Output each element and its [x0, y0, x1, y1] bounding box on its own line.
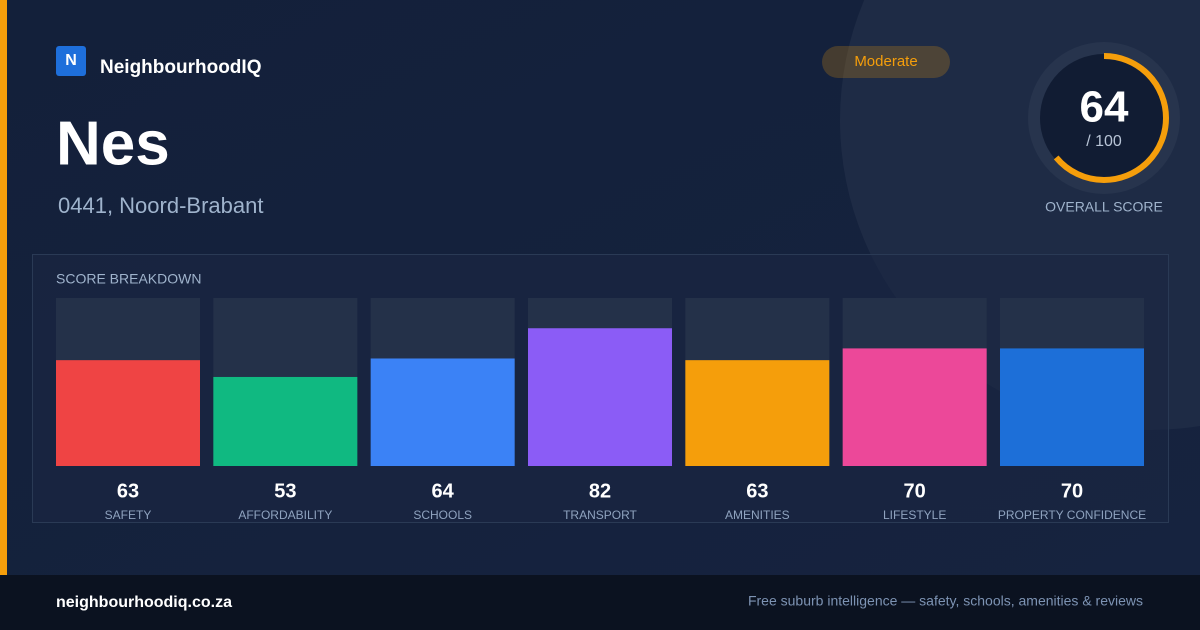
bar-value: 82: [589, 480, 611, 502]
bar: [1000, 348, 1144, 466]
bar-label: AMENITIES: [725, 508, 790, 522]
logo: [56, 46, 86, 76]
bar-label: PROPERTY CONFIDENCE: [998, 508, 1146, 522]
accent-stripe: [0, 0, 7, 575]
brand-name: NeighbourhoodIQ: [100, 57, 261, 78]
bar: [213, 376, 358, 466]
footer-tagline: Free suburb intelligence — safety, schoo…: [748, 593, 1143, 609]
badge: [822, 46, 950, 78]
bar: [842, 348, 987, 466]
bar: [528, 328, 672, 466]
bar-value: 53: [274, 480, 296, 502]
score-label: OVERALL SCORE: [1045, 199, 1163, 215]
bar-label: LIFESTYLE: [883, 508, 946, 522]
score-ring-inner: [1040, 54, 1168, 182]
bar-label: AFFORDABILITY: [238, 508, 332, 522]
bar-value: 70: [904, 480, 926, 502]
score-value: 64: [1080, 83, 1129, 132]
bar-value: 70: [1061, 480, 1083, 502]
score-ring: [1039, 53, 1169, 183]
bar-value: 63: [117, 480, 139, 502]
bar-label: TRANSPORT: [563, 508, 637, 522]
badge-text: Moderate: [854, 53, 917, 70]
breakdown-title: SCORE BREAKDOWN: [56, 271, 201, 287]
place-name: Nes: [56, 109, 170, 178]
footer-bar: [0, 575, 1200, 630]
bar: [685, 360, 830, 466]
bar: [56, 360, 200, 466]
place-subtitle: 0441, Noord-Brabant: [58, 193, 263, 218]
score-out-of: / 100: [1086, 133, 1122, 150]
bar: [370, 358, 515, 466]
bar-value: 63: [746, 480, 768, 502]
bar-label: SCHOOLS: [413, 508, 472, 522]
bar-label: SAFETY: [105, 508, 152, 522]
footer-site: neighbourhoodiq.co.za: [56, 594, 232, 611]
bar-value: 64: [432, 480, 455, 502]
logo-letter: N: [65, 52, 77, 69]
